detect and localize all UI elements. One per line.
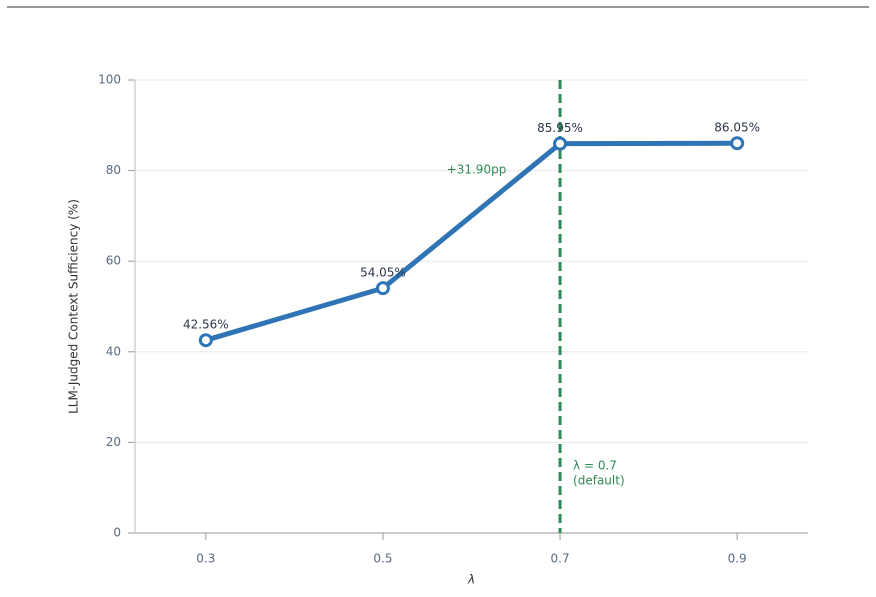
y-tick-label: 0 [113, 526, 121, 540]
line [205, 140, 738, 343]
reference-label: (default) [573, 474, 625, 488]
marker [198, 333, 213, 348]
marker [553, 136, 568, 151]
data-label: 54.05% [360, 266, 406, 280]
data-label: 85.95% [537, 121, 583, 135]
y-tick-label: 80 [106, 163, 121, 177]
reference-label: λ = 0.7 [573, 459, 617, 473]
x-tick-label: 0.3 [196, 552, 215, 566]
marker [375, 281, 390, 296]
marker [730, 136, 745, 151]
y-tick-label: 60 [106, 254, 121, 268]
x-tick-label: 0.9 [728, 552, 747, 566]
x-axis-label: λ [467, 573, 475, 587]
y-tick-label: 100 [98, 73, 121, 87]
y-tick-label: 20 [106, 435, 121, 449]
x-tick-label: 0.5 [373, 552, 392, 566]
data-label: 42.56% [183, 318, 229, 332]
data-label: 86.05% [714, 121, 760, 135]
y-axis-label: LLM-Judged Context Sufficiency (%) [67, 199, 81, 414]
y-tick-label: 40 [106, 344, 121, 358]
x-tick-label: 0.7 [551, 552, 570, 566]
annotation: +31.90pp [447, 162, 507, 176]
